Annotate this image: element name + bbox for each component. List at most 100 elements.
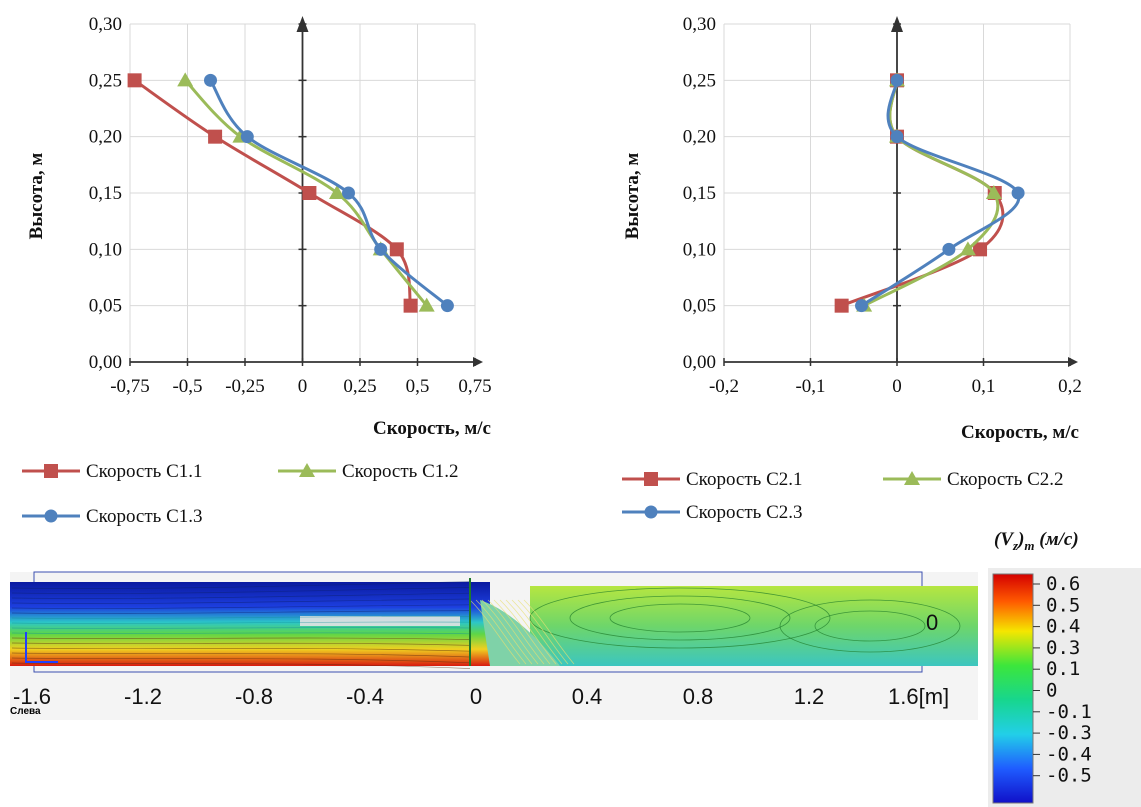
series-3-point [374,242,388,256]
series-2-point [985,185,1002,199]
sim-right-recirculation-field [530,586,978,666]
series-3-point [204,73,217,87]
streamline [523,599,575,665]
x-tick-label: 0,1 [972,376,996,397]
vortex-streamline [529,587,831,649]
series-1-point [403,298,418,313]
streamline [11,621,471,624]
colorbar-tick-label: -0.1 [1046,701,1092,723]
y-tick-label: 0,20 [683,127,716,148]
series-3-point [342,186,355,200]
velocity-colorbar: 0.60.50.40.30.10-0.1-0.3-0.4-0.5 [988,568,1141,807]
y-tick-label: 0,00 [89,352,122,373]
colorbar-tick-label: -0.5 [1046,765,1092,787]
streamline [11,592,471,599]
x-tick-label: -0,5 [172,376,202,397]
colorbar-tick-label: 0.3 [1046,637,1080,659]
legend-label-1: Скорость С1.1 [86,461,203,482]
chart-left-series [127,72,454,313]
streamline [493,599,545,665]
legend-label-2: Скорость С1.2 [342,461,459,482]
sim-zero-label: 0 [926,610,938,635]
streamline [11,598,471,604]
series-3-point [240,130,254,144]
x-tick-label: -0,75 [110,376,150,397]
colorbar-tick-label: 0.1 [1046,658,1080,680]
sim-x-tick-label: 0.8 [683,684,714,709]
y-tick-label: 0,20 [89,127,122,148]
vortex-streamline [569,595,791,641]
legend-marker-1 [644,472,658,486]
series-2-point [177,72,194,87]
streamline [11,587,471,594]
streamline [499,599,551,665]
y-tick-label: 0,10 [89,239,122,260]
series-1-point [834,298,849,313]
sim-x-tick-label: 0 [470,684,482,709]
x-tick-label: 0 [298,376,308,397]
colorbar-gradient [992,573,1034,804]
streamline [11,662,471,669]
chart-left-legend: Скорость С1.1 Скорость С1.2 Скорость С1.3 [22,461,459,527]
x-tick-label: 0,25 [343,376,376,397]
series-3-point [1011,186,1025,200]
colorbar-title: (Vz)m (м/с) [994,529,1079,553]
y-tick-label: 0,00 [683,352,716,373]
legend-marker-2 [904,471,920,485]
x-axis-arrow-icon [473,357,483,367]
streamline [11,657,471,664]
x-tick-label: -0,2 [709,376,739,397]
streamline [11,647,471,652]
sim-x-tick-label: -0.8 [235,684,273,709]
x-axis-arrow-icon [1068,357,1078,367]
sim-x-tick-label: 1.6[m] [888,684,949,709]
series-2-point [418,297,435,312]
flow-simulation-image: 0 -1.6 -1.2 -0.8 -0.4 0 0.4 0.8 1.2 1.6[m] Слева [10,571,978,720]
chart-right-series [834,72,1025,313]
y-tick-label: 0,25 [683,70,716,91]
chart-right: 0,00 0,05 0,10 0,15 0,20 0,25 0,30 -0,2 -0,1 0 0,1… [622,14,1082,523]
vortex-streamline [609,603,751,633]
legend-marker-2 [299,463,315,477]
series-3-point [942,242,956,256]
sim-x-tick-label: -1.2 [124,684,162,709]
colorbar-tick-label: 0.4 [1046,616,1080,638]
chart-left: 0,00 0,05 0,10 0,15 0,20 0,25 0,30 -0,75 -0,5 -0,… [22,14,492,527]
streamline [11,604,471,609]
series-2-point [329,185,345,199]
streamline [11,637,471,640]
x-tick-label: 0,75 [458,376,491,397]
streamline [481,599,533,665]
sim-streamlines [11,581,961,669]
legend-marker-3 [644,505,658,519]
sim-x-tick-label: -0.4 [346,684,384,709]
streamline [475,599,527,665]
chart-right-axes [723,16,1078,367]
colorbar-tick-label: 0.6 [1046,573,1080,595]
vortex-streamline [814,610,926,642]
y-tick-label: 0,05 [683,296,716,317]
legend-marker-3 [44,509,58,523]
series-3-point [855,299,869,313]
sim-x-tick-label: 1.2 [794,684,825,709]
streamline [11,632,471,635]
sim-x-tick-label: 0.4 [572,684,603,709]
streamline [487,599,539,665]
sim-x-axis-ticks: -1.6 -1.2 -0.8 -0.4 0 0.4 0.8 1.2 1.6[m] [13,684,949,709]
x-tick-label: -0,25 [225,376,265,397]
series-3-point [440,299,454,313]
streamline [11,642,471,646]
series-1-point [973,242,988,257]
series-1-point [302,186,317,200]
streamline [11,581,471,589]
streamline [469,599,521,665]
streamline [11,652,471,658]
sim-separation-gap [300,616,460,626]
x-tick-label: 0 [892,376,902,397]
y-tick-label: 0,30 [89,14,122,35]
y-tick-label: 0,05 [89,296,122,317]
series-3-point [890,130,904,144]
y-tick-label: 0,15 [683,183,716,204]
y-tick-label: 0,25 [89,70,122,91]
